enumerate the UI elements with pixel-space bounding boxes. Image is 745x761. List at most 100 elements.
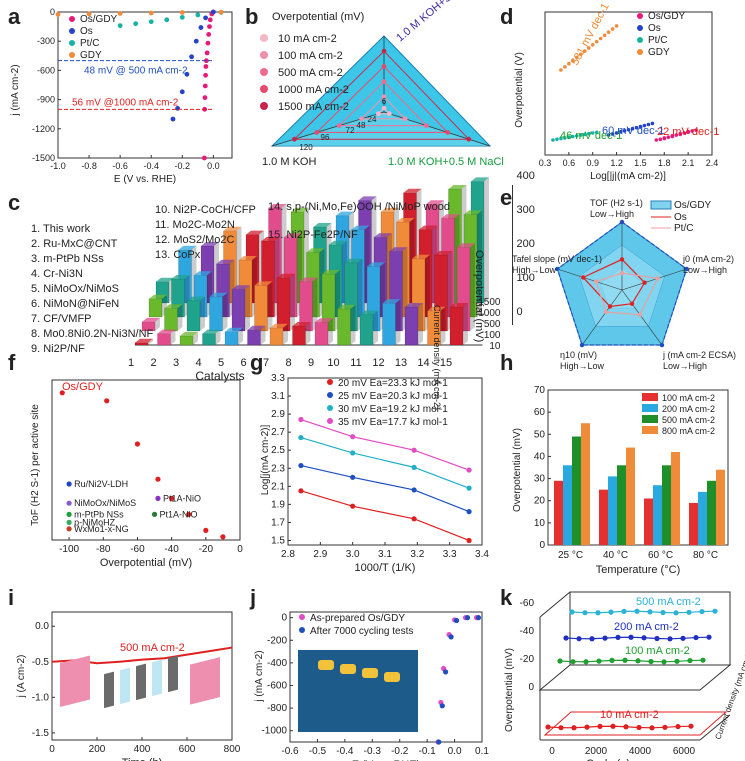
y-tick-label-j: -1000	[261, 726, 287, 737]
radar-axis-e: TOF (H2 s-1)	[590, 198, 643, 208]
bar-side-c	[395, 299, 401, 345]
data-point-j	[448, 634, 454, 640]
data-point-d	[567, 61, 571, 66]
legend-marker-b	[260, 68, 268, 76]
x-tick-label-d: 0.6	[563, 158, 576, 168]
bar-top-c	[247, 325, 266, 330]
bar-top-c	[261, 237, 280, 241]
data-point-d	[614, 131, 619, 135]
bar-top-c	[344, 258, 363, 263]
y-axis-label-i: j (A cm-2)	[16, 655, 27, 699]
data-point-d	[646, 122, 651, 127]
bar-h	[608, 476, 617, 545]
legend-marker-a	[69, 16, 75, 22]
legend-marker-a	[69, 52, 75, 58]
x-tick-label-d: 2.4	[706, 158, 719, 168]
data-point-g	[298, 462, 304, 469]
z-axis-k	[699, 714, 731, 741]
x-axis-label-c: Catalysts	[195, 369, 244, 383]
data-point-a	[170, 116, 176, 122]
data-point-j	[453, 617, 460, 624]
data-point-k	[654, 635, 660, 642]
y-tick-label-g: 3.3	[271, 373, 285, 384]
ref-point-f	[155, 495, 161, 501]
bar-top-c	[149, 294, 167, 299]
data-point-d	[590, 131, 595, 135]
data-point-d	[686, 129, 690, 134]
data-point-f	[155, 476, 161, 482]
legend-label-b: 100 mA cm-2	[278, 50, 343, 62]
y-tick-label-h: 10	[534, 518, 546, 529]
plot-frame-j	[289, 611, 483, 743]
bar-top-c	[464, 210, 482, 215]
data-point-k	[545, 724, 551, 730]
radar-shade	[272, 112, 490, 146]
series-line-g	[300, 464, 470, 513]
radar-point	[386, 111, 392, 117]
data-point-d	[666, 135, 671, 139]
panel-letter-b: b	[245, 4, 258, 29]
radar-point	[336, 123, 342, 128]
data-point-d	[586, 46, 591, 50]
legend-label-e: Os/GDY	[674, 200, 712, 211]
bar-top-c	[194, 271, 212, 276]
radar-axis-e: Tafel slope (mV dec-1)	[512, 254, 602, 264]
inset-image-item	[384, 672, 400, 682]
data-point-k	[570, 659, 576, 665]
bar-top-c	[448, 185, 467, 189]
bar-h	[671, 452, 680, 545]
z-axis-label-k: Current density (mA cm-2)	[713, 650, 745, 741]
bar-h	[644, 498, 653, 545]
legend-marker-h	[642, 404, 658, 412]
data-point-k	[649, 725, 655, 731]
bar-c	[202, 333, 216, 346]
radar-axis-sub-e: Low→High	[683, 265, 727, 275]
data-point-k	[667, 636, 673, 642]
x-axis-label-d: Log[|j|(mA cm-2)]	[590, 171, 666, 182]
y-axis-label-g: Log[j(mA cm-2)]	[260, 424, 271, 495]
bar-top-c	[419, 225, 437, 230]
radar-point-e	[619, 257, 625, 262]
data-point-f	[59, 390, 65, 396]
data-point-g	[298, 416, 304, 423]
z-axis-label-c: Current density (mA cm-2)	[432, 305, 442, 410]
legend-marker-j	[299, 627, 305, 633]
bar-side-c	[305, 322, 311, 345]
z-tick-label-c: 1500	[478, 297, 501, 308]
x-tick-label-c: 12	[372, 357, 384, 369]
legend-marker-d	[637, 37, 643, 43]
radar-spoke-e	[581, 289, 623, 346]
series-line-g	[300, 490, 470, 542]
legend-label-b: 500 mA cm-2	[278, 67, 343, 79]
data-point-a	[179, 10, 185, 15]
data-point-a	[133, 21, 139, 27]
data-point-j	[475, 615, 482, 621]
data-point-k	[628, 634, 634, 640]
catalyst-label: 15. Ni2P-Fe2P/NF	[268, 229, 358, 241]
bar-top-c	[358, 196, 377, 201]
cell-illustration	[190, 657, 220, 705]
bar-side-c	[260, 325, 266, 345]
y-tick-label-c: 200	[517, 238, 535, 250]
y-tick-label-a: -600	[37, 65, 55, 75]
slope-label-d: 60 mV dec-1	[602, 125, 664, 137]
data-point-a	[117, 23, 123, 29]
x-tick-label-h: 60 °C	[648, 550, 673, 561]
data-point-d	[571, 134, 575, 139]
radar-spoke	[271, 111, 385, 147]
data-point-d	[559, 136, 563, 141]
bar-top-c	[225, 327, 243, 332]
ref-point-f	[66, 526, 72, 532]
bar-c	[337, 308, 351, 346]
bar-top-c	[239, 256, 257, 260]
radar-point-e	[619, 219, 625, 225]
bar-top-c	[157, 329, 176, 334]
bar-top-c	[337, 304, 356, 309]
x-tick-label-i: 600	[179, 744, 196, 755]
legend-marker-b	[260, 34, 268, 42]
data-point-d	[630, 126, 635, 131]
top-edge-k	[539, 591, 571, 618]
legend-label-a: GDY	[80, 50, 102, 61]
radar-point-e	[684, 266, 689, 272]
x-tick-label-c: 14	[417, 357, 429, 369]
